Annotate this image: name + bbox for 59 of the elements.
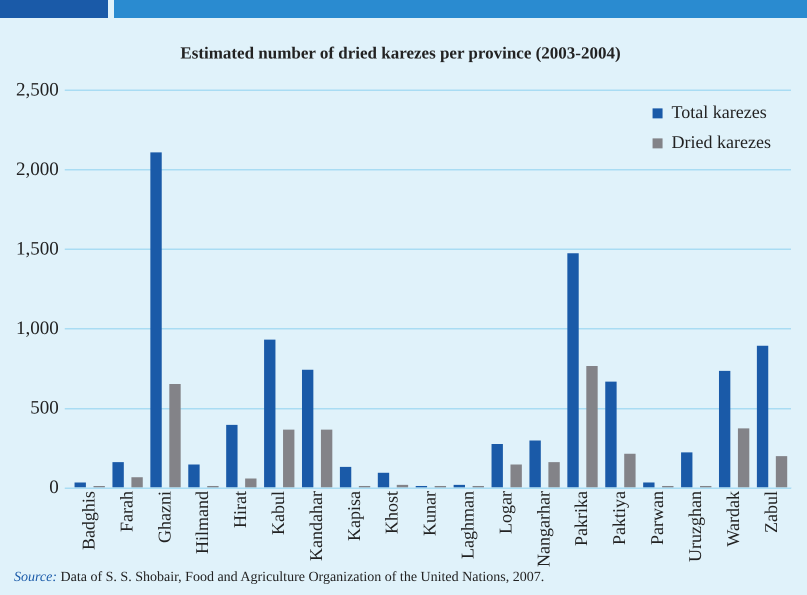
x-tick-label: Kandahar [306, 491, 326, 562]
x-tick-label: Paktiya [609, 491, 630, 546]
bar [605, 382, 617, 488]
y-tick-label: 500 [30, 398, 59, 418]
legend-label: Total karezes [672, 102, 767, 122]
y-tick-label: 0 [49, 477, 59, 498]
bar [320, 430, 332, 488]
bar [150, 152, 162, 488]
bar [643, 482, 655, 488]
x-tick-label: Wardak [722, 491, 743, 547]
bar [245, 478, 256, 488]
bar [112, 462, 124, 488]
bar [756, 346, 768, 488]
bar [567, 253, 579, 488]
y-tick-label: 2,000 [16, 158, 59, 180]
y-tick-label: 2,500 [16, 79, 59, 100]
bar [548, 462, 560, 488]
chart-title: Estimated number of dried karezes per province (2003-2004) [180, 44, 621, 63]
bar [226, 424, 238, 488]
x-tick-label: Kabul [268, 491, 288, 536]
bar [776, 456, 788, 488]
x-tick-label: Kunar [420, 491, 440, 536]
source-note: Source: Data of S. S. Shobair, Food and Agriculture Organization of the United Nations, 2007. [14, 570, 544, 585]
bar [378, 472, 390, 488]
bar [681, 452, 692, 488]
bar [302, 370, 314, 488]
x-tick-label: Badghis [78, 491, 98, 550]
bar [586, 366, 598, 488]
x-tick-label: Laghman [458, 491, 478, 560]
bar [529, 440, 541, 488]
x-tick-label: Pakrika [571, 491, 592, 546]
x-tick-label: Hilmand [192, 491, 212, 554]
bar [624, 454, 636, 488]
x-tick-label: Parwan [647, 491, 668, 546]
bar [188, 464, 200, 488]
bar [283, 430, 294, 488]
bar [492, 444, 503, 488]
legend-label: Dried karezes [672, 132, 772, 152]
bar [738, 428, 750, 488]
x-tick-label: Nangarhar [533, 491, 554, 568]
x-tick-label: Ghazni [154, 491, 174, 544]
y-tick-label: 1,500 [16, 238, 59, 260]
x-tick-label: Khost [382, 491, 402, 534]
x-tick-label: Hirat [230, 491, 250, 528]
y-tick-label: 1,000 [16, 318, 59, 339]
bar [131, 477, 143, 488]
x-tick-label: Uruzghan [684, 491, 705, 562]
bar [169, 384, 181, 488]
bar [340, 466, 352, 488]
bar [264, 340, 276, 488]
bar [74, 482, 86, 488]
bar [454, 484, 465, 488]
x-tick-label: Farah [116, 491, 136, 532]
bar [510, 464, 522, 488]
x-tick-label: Logar [495, 491, 516, 534]
bar [396, 484, 408, 488]
x-tick-label: Zabul [760, 491, 781, 534]
x-tick-label: Kapisa [344, 491, 364, 542]
bar [718, 370, 730, 488]
